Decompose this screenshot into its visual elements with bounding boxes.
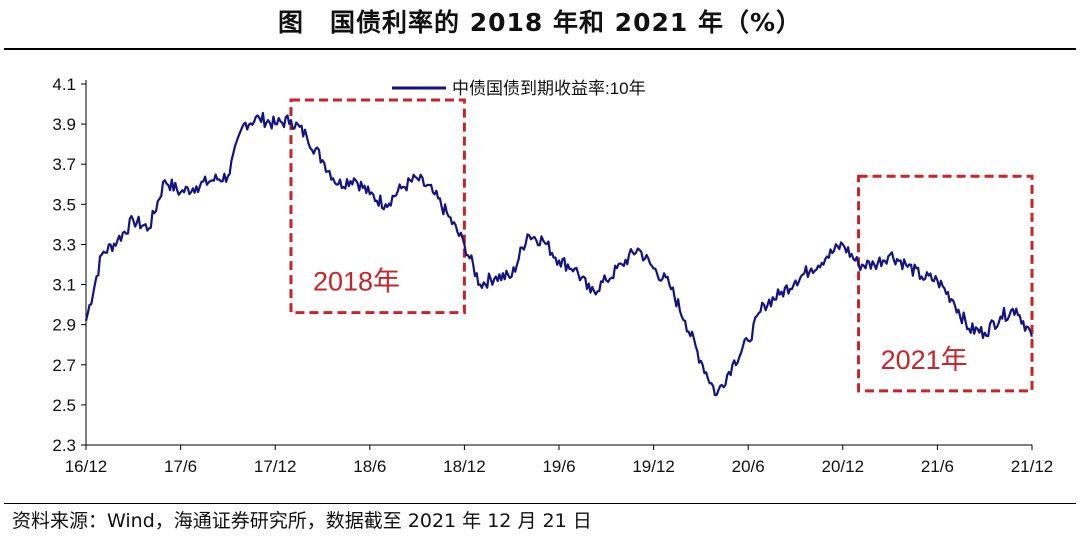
y-tick-label: 3.1 <box>52 276 76 295</box>
y-tick-label: 2.5 <box>52 396 76 415</box>
title-divider <box>4 48 1076 50</box>
y-tick-label: 3.3 <box>52 235 76 254</box>
x-tick-label: 17/12 <box>254 457 297 476</box>
line-chart: 2.3 2.5 2.7 2.9 3.1 3.3 3.5 3.7 3.9 4.1 16/12 17/6 1… <box>52 75 1053 476</box>
x-tick-label: 18/6 <box>353 457 386 476</box>
x-tick-label: 20/6 <box>732 457 765 476</box>
x-tick-label: 21/6 <box>921 457 954 476</box>
chart-axes: 2.3 2.5 2.7 2.9 3.1 3.3 3.5 3.7 3.9 4.1 16/12 17/6 1… <box>52 75 1053 476</box>
x-tick-label: 20/12 <box>822 457 865 476</box>
y-tick-label: 2.9 <box>52 316 76 335</box>
legend-label: 中债国债到期收益率:10年 <box>452 79 646 98</box>
highlight-box <box>857 174 1034 393</box>
x-tick-label: 16/12 <box>65 457 108 476</box>
series-line <box>84 111 1034 397</box>
highlight-label: 2018年 <box>313 267 400 297</box>
x-tick-label: 18/12 <box>443 457 486 476</box>
legend: 中债国债到期收益率:10年 <box>392 79 646 98</box>
highlight-box <box>289 98 466 315</box>
y-tick-label: 2.3 <box>52 436 76 455</box>
series-layer <box>84 111 1034 397</box>
x-tick-label: 21/12 <box>1011 457 1054 476</box>
chart-title: 图 国债利率的 2018 年和 2021 年（%） <box>277 8 803 37</box>
highlight-boxes: 2018年 2021年 <box>289 98 1034 393</box>
footer-divider <box>4 503 1076 504</box>
highlight-label: 2021年 <box>881 345 968 375</box>
y-tick-label: 3.9 <box>52 115 76 134</box>
y-tick-label: 3.5 <box>52 195 76 214</box>
x-tick-label: 19/6 <box>542 457 575 476</box>
y-tick-label: 3.7 <box>52 155 76 174</box>
source-note: 资料来源：Wind，海通证券研究所，数据截至 2021 年 12 月 21 日 <box>12 510 592 532</box>
y-tick-label: 4.1 <box>52 75 76 94</box>
y-tick-label: 2.7 <box>52 356 76 375</box>
x-tick-label: 19/12 <box>632 457 675 476</box>
x-tick-label: 17/6 <box>164 457 197 476</box>
